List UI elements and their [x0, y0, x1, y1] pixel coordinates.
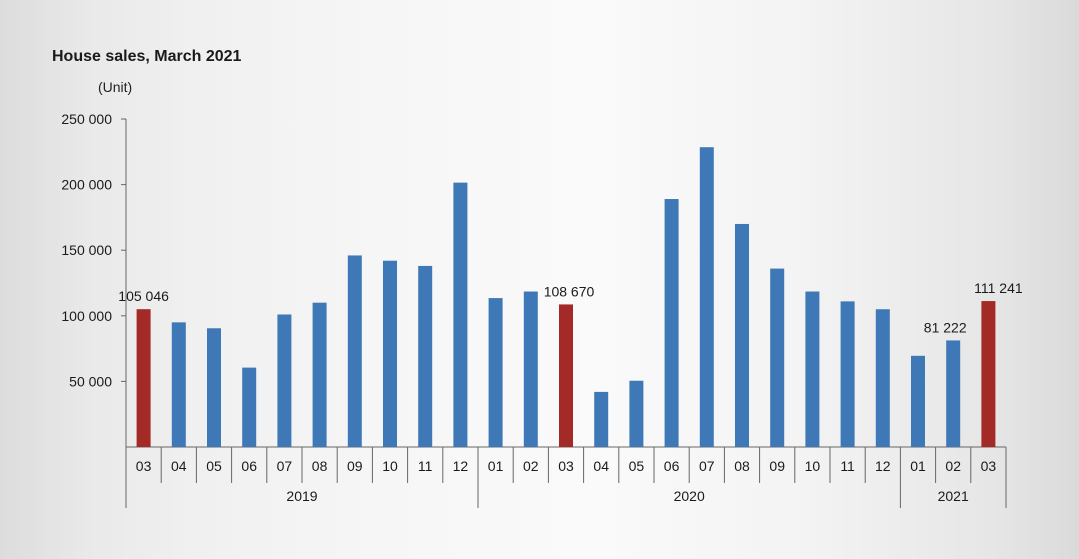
x-tick-label: 03: [558, 458, 574, 474]
bar: [770, 268, 785, 447]
x-tick-label: 12: [875, 458, 891, 474]
x-tick-label: 06: [664, 458, 680, 474]
x-tick-label: 02: [945, 458, 961, 474]
y-tick-label: 200 000: [61, 177, 112, 193]
data-label: 111 241: [974, 280, 1023, 296]
x-tick-label: 08: [734, 458, 750, 474]
chart-title: House sales, March 2021: [52, 48, 242, 65]
bar: [981, 301, 996, 447]
x-tick-label: 04: [171, 458, 187, 474]
bar: [840, 301, 855, 447]
bar: [418, 265, 433, 447]
x-tick-label: 01: [488, 458, 504, 474]
x-tick-label: 05: [629, 458, 645, 474]
x-tick-label: 02: [523, 458, 539, 474]
x-tick-label: 04: [593, 458, 609, 474]
y-tick-label: 150 000: [61, 242, 112, 258]
x-tick-label: 08: [312, 458, 328, 474]
x-tick-label: 03: [136, 458, 152, 474]
data-label: 81 222: [924, 319, 967, 335]
y-tick-label: 250 000: [61, 111, 112, 127]
bar: [136, 309, 151, 447]
data-label: 105 046: [118, 288, 169, 304]
bar: [207, 328, 221, 447]
x-tick-label: 09: [347, 458, 363, 474]
x-tick-label: 07: [699, 458, 715, 474]
x-tick-label: 07: [277, 458, 293, 474]
bar: [242, 367, 257, 447]
bar: [805, 291, 820, 447]
year-label: 2019: [286, 488, 317, 504]
bar: [699, 147, 714, 447]
x-tick-label: 10: [805, 458, 821, 474]
bar: [629, 380, 644, 447]
y-tick-label: 100 000: [61, 308, 112, 324]
bar: [664, 199, 679, 447]
x-tick-label: 01: [910, 458, 926, 474]
bar: [735, 223, 749, 447]
bar: [559, 304, 573, 447]
y-tick-label: 50 000: [69, 373, 112, 389]
bar: [277, 314, 292, 447]
year-label: 2020: [674, 488, 705, 504]
bar: [875, 309, 890, 447]
x-tick-label: 09: [769, 458, 785, 474]
x-tick-label: 03: [981, 458, 997, 474]
x-tick-label: 11: [840, 458, 855, 474]
bar: [312, 302, 327, 447]
unit-label: (Unit): [98, 79, 133, 95]
year-label: 2021: [938, 488, 969, 504]
bar: [523, 291, 538, 447]
x-tick-label: 06: [241, 458, 257, 474]
x-tick-label: 10: [382, 458, 398, 474]
bar: [383, 260, 397, 447]
x-tick-label: 05: [206, 458, 222, 474]
data-label: 108 670: [544, 283, 595, 299]
bar: [453, 182, 468, 447]
bar: [347, 255, 362, 447]
bar: [488, 298, 503, 447]
bar: [594, 391, 609, 447]
x-tick-label: 11: [418, 458, 433, 474]
x-tick-label: 12: [453, 458, 469, 474]
bar: [946, 340, 961, 447]
bar: [171, 322, 186, 447]
bar: [911, 355, 925, 447]
